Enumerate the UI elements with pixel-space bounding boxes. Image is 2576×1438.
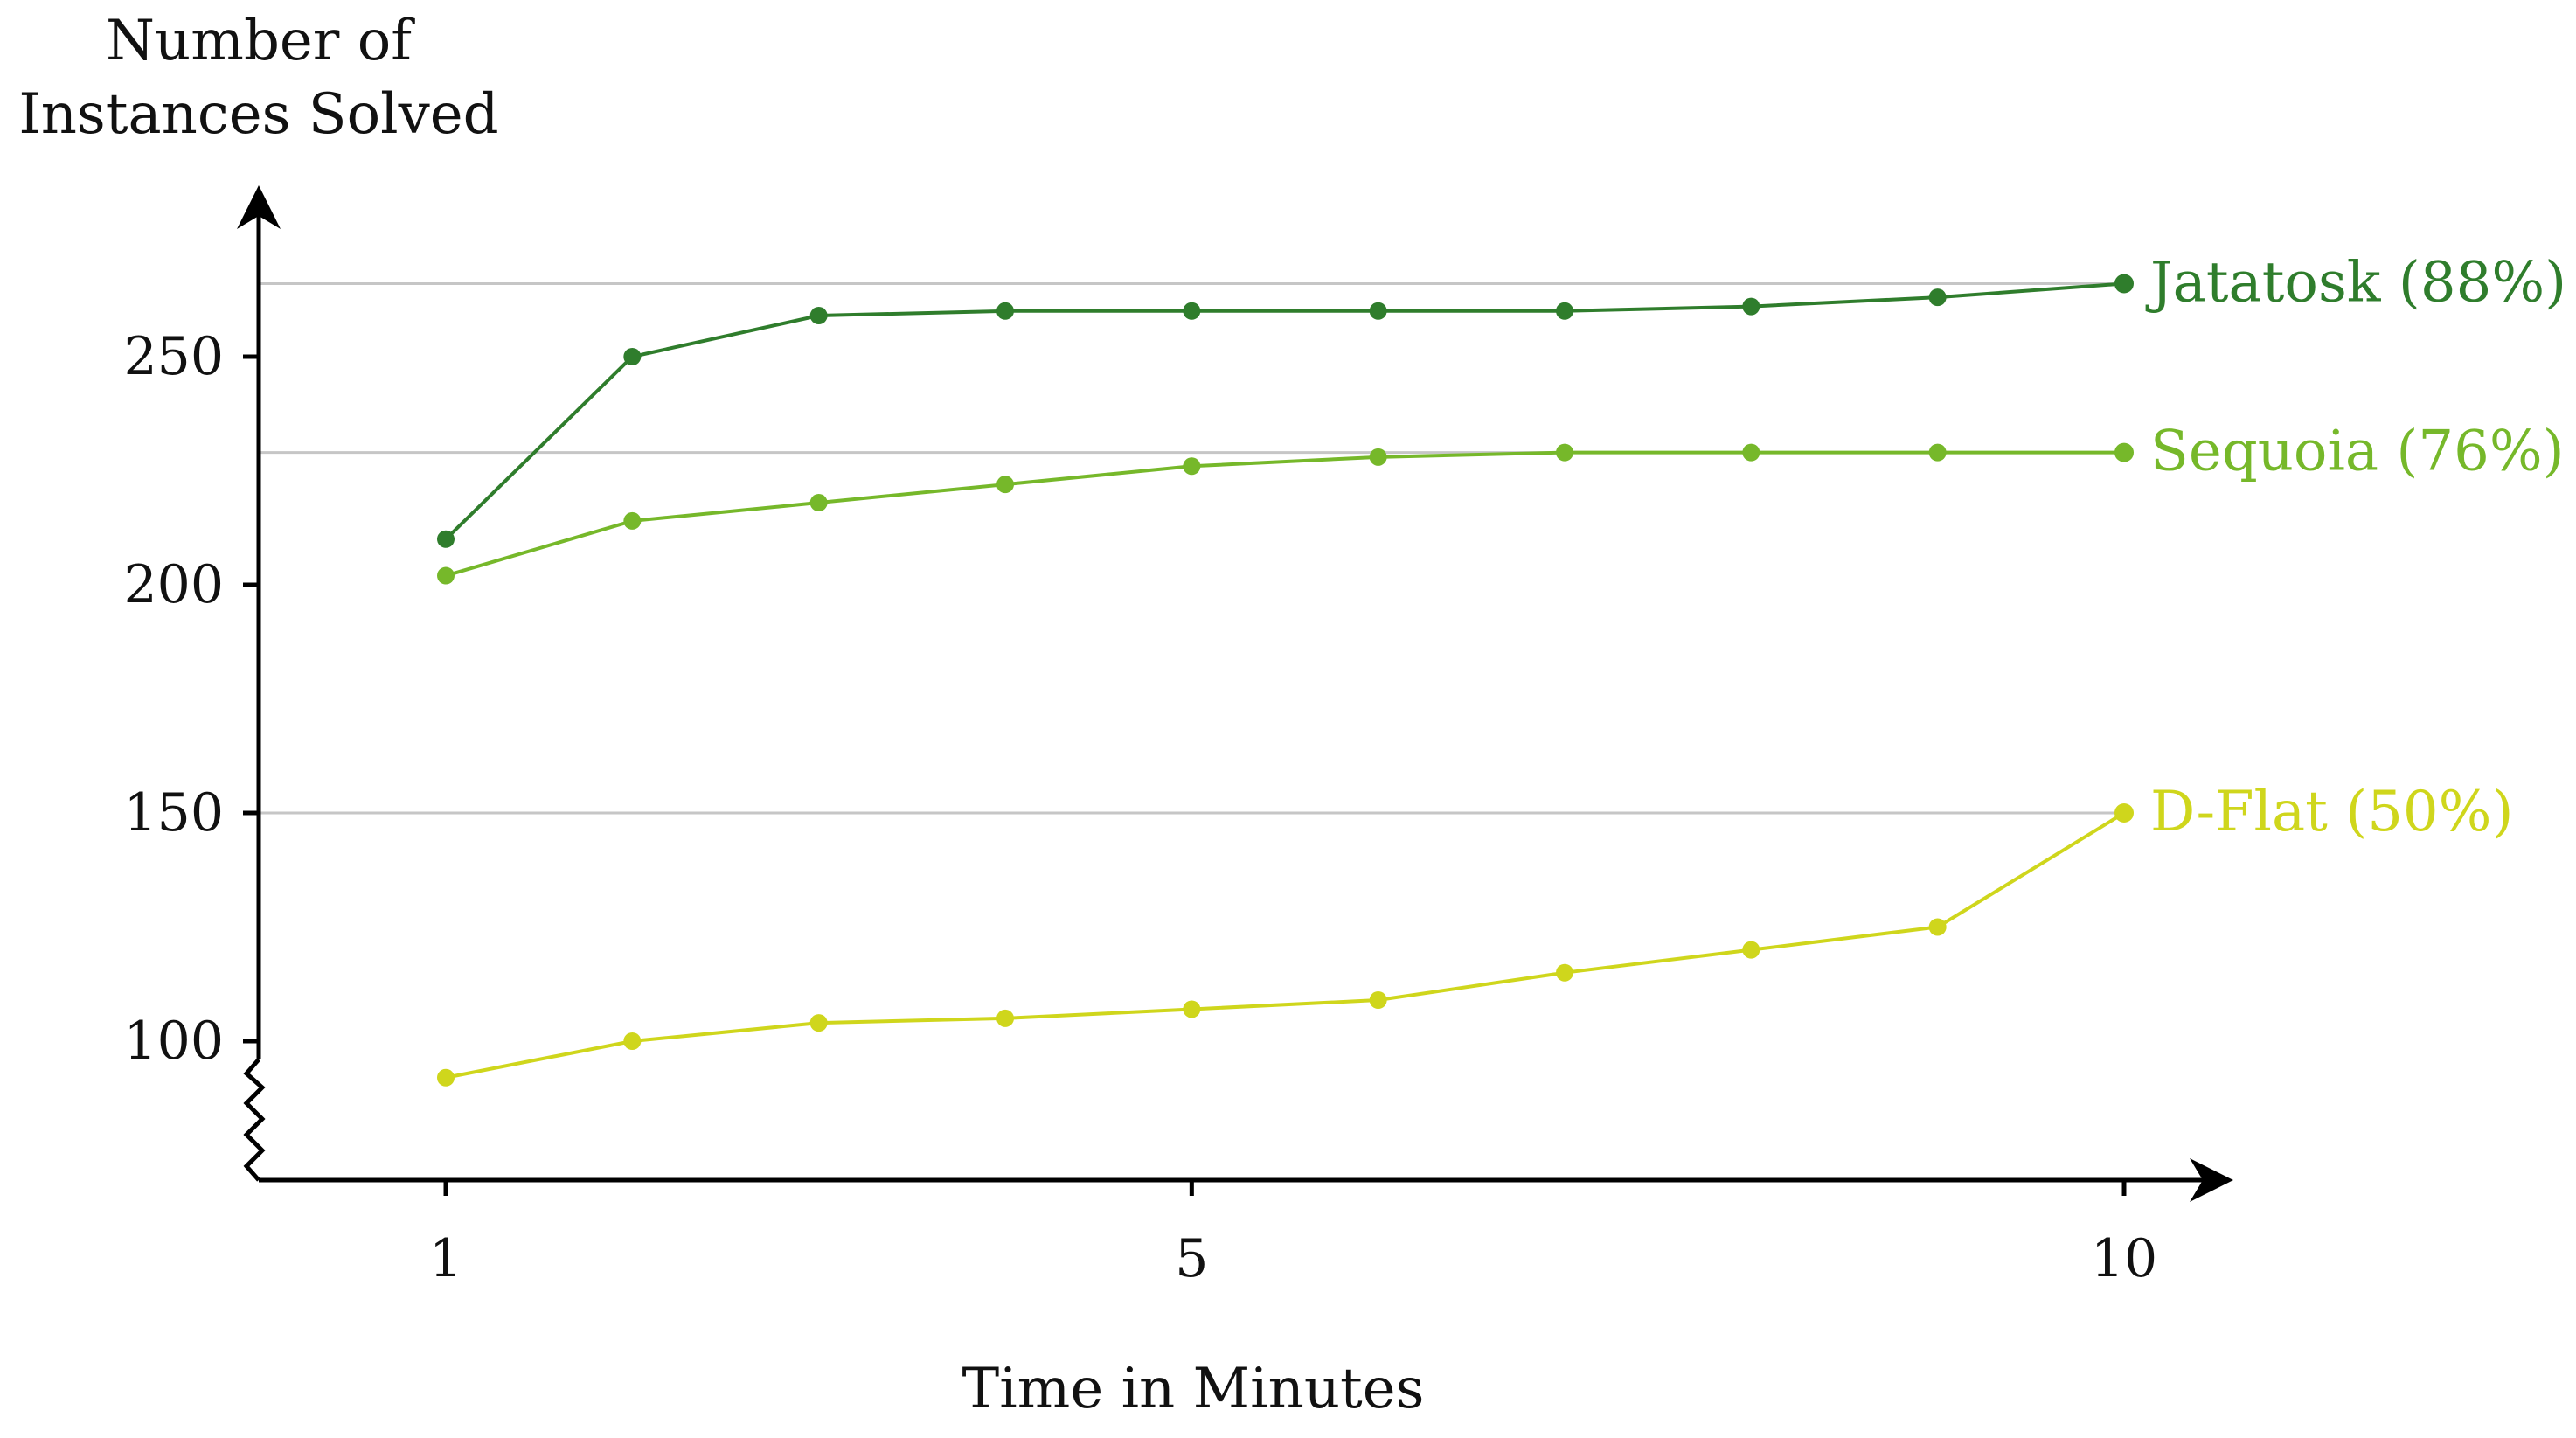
axes <box>237 185 2233 1202</box>
data-point-1-8 <box>1928 443 1947 462</box>
series-line-0 <box>444 281 2125 541</box>
y-tick-label-250: 250 <box>123 326 224 387</box>
data-point-1-0 <box>437 566 455 585</box>
y-tick-label-150: 150 <box>123 782 224 844</box>
data-point-1-5 <box>1369 448 1387 466</box>
data-point-0-0 <box>437 530 455 548</box>
data-point-0-2 <box>809 307 828 325</box>
data-point-2-0 <box>437 1068 455 1087</box>
series-line-2 <box>445 811 2126 1080</box>
series-1: Sequoia (76%) <box>437 420 2565 585</box>
y-axis-title-line-2: Instances Solved <box>18 82 498 147</box>
data-point-2-3 <box>996 1009 1014 1027</box>
data-point-2-6 <box>1556 963 1573 982</box>
series-label-1: Sequoia (76%) <box>2150 420 2565 484</box>
x-tick-label-10: 10 <box>2091 1228 2157 1289</box>
x-tick-label-1: 1 <box>429 1228 462 1289</box>
data-point-2-8 <box>1928 918 1947 936</box>
y-axis-title-line-1: Number of <box>106 9 415 73</box>
data-point-1-2 <box>809 494 828 512</box>
x-axis-title: Time in Minutes <box>962 1357 1425 1421</box>
tick-labels: 100 150 200 250 1 5 10 <box>123 326 2157 1289</box>
data-point-0-7 <box>1742 297 1760 316</box>
data-point-2-1 <box>623 1032 642 1050</box>
x-tick-label-5: 5 <box>1175 1228 1208 1289</box>
series-label-2: D-Flat (50%) <box>2150 780 2513 844</box>
data-point-0-5 <box>1369 302 1387 320</box>
data-point-0-3 <box>996 302 1014 320</box>
y-tick-label-100: 100 <box>123 1011 224 1072</box>
series-2: D-Flat (50%) <box>437 780 2513 1087</box>
data-point-0-8 <box>1928 288 1947 307</box>
series-0: Jatatosk (88%) <box>437 250 2566 548</box>
series-line-1 <box>445 450 2124 578</box>
data-point-2-7 <box>1742 941 1760 959</box>
data-point-0-6 <box>1556 302 1573 320</box>
series-label-0: Jatatosk (88%) <box>2145 250 2566 315</box>
data-point-1-3 <box>996 476 1014 494</box>
y-axis-break <box>243 1058 266 1182</box>
data-point-1-7 <box>1742 443 1760 462</box>
series-group: Jatatosk (88%) Sequoia (76%) D-Flat (50%) <box>437 250 2566 1087</box>
data-point-1-9 <box>2114 442 2134 462</box>
data-point-1-6 <box>1556 443 1573 462</box>
data-point-2-4 <box>1183 1000 1201 1018</box>
data-point-0-4 <box>1183 302 1201 320</box>
data-point-2-9 <box>2114 803 2134 823</box>
y-tick-label-200: 200 <box>123 554 224 615</box>
data-point-1-1 <box>623 511 642 530</box>
data-point-1-4 <box>1183 457 1201 476</box>
data-point-2-2 <box>809 1014 828 1032</box>
data-point-2-5 <box>1369 991 1387 1010</box>
data-point-0-9 <box>2114 274 2134 294</box>
data-point-0-1 <box>623 348 642 365</box>
